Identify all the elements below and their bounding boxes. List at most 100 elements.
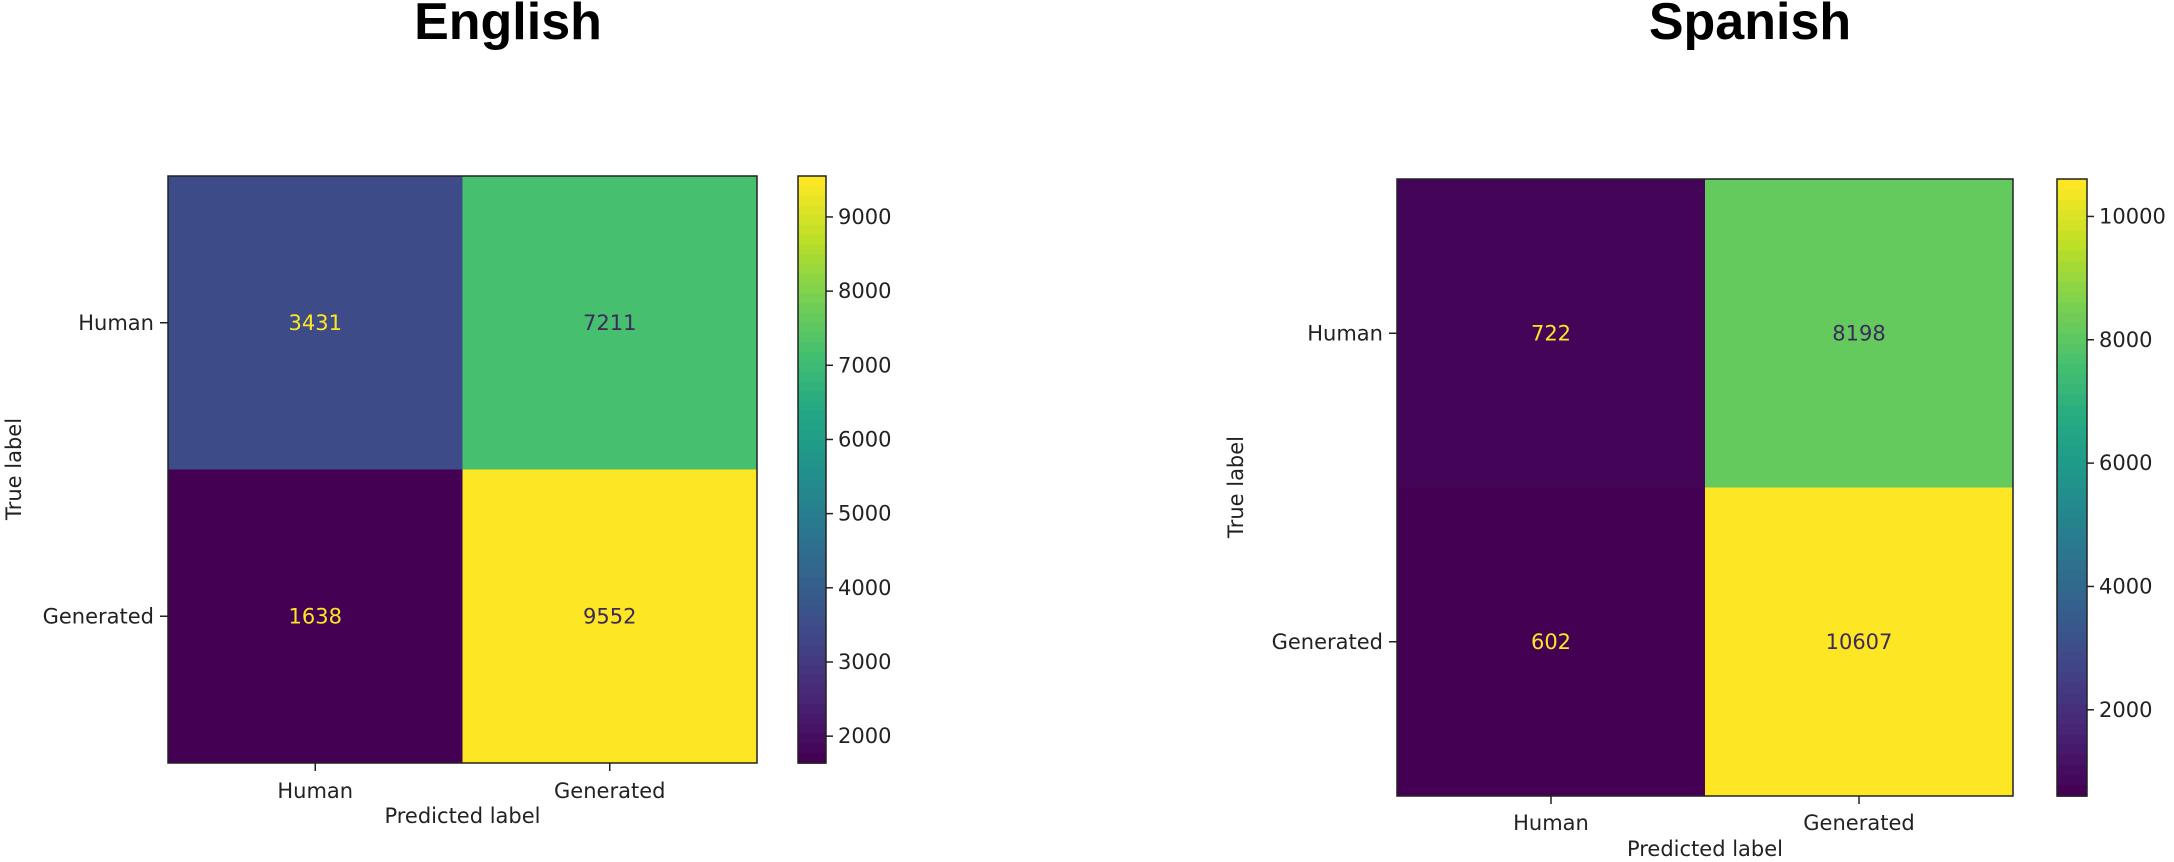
english-cell-label-0-1: 7211 xyxy=(583,311,636,335)
english-colorbar-segment xyxy=(798,303,826,314)
spanish-colorbar-segment xyxy=(2057,734,2087,746)
spanish-yaxis-label: True label xyxy=(1224,436,1248,539)
spanish-colorbar-segment xyxy=(2057,436,2087,448)
english-colorbar-segment xyxy=(798,626,826,637)
english-colorbar-tick-label-1: 3000 xyxy=(838,650,891,674)
spanish-colorbar-segment xyxy=(2057,693,2087,705)
spanish-colorbar-segment xyxy=(2057,580,2087,592)
spanish-colorbar-segment xyxy=(2057,353,2087,365)
english-colorbar-segment xyxy=(798,616,826,627)
english-matrix-frame xyxy=(167,175,758,764)
spanish-colorbar-segment xyxy=(2057,261,2087,273)
spanish-colorbar-segment xyxy=(2057,724,2087,736)
english-colorbar-segment xyxy=(798,528,826,539)
english-colorbar-segment xyxy=(798,753,826,764)
english-yaxis-label: True label xyxy=(2,418,26,521)
spanish-cell-1-0 xyxy=(1397,487,1705,796)
english-xtick-label-1: Generated xyxy=(554,779,665,803)
spanish-colorbar-segment xyxy=(2057,610,2087,622)
spanish-colorbar-segment xyxy=(2057,220,2087,232)
spanish-colorbar-segment xyxy=(2057,394,2087,407)
english-colorbar-segment xyxy=(798,655,826,666)
english-colorbar-segment xyxy=(798,352,826,363)
spanish-colorbar-segment xyxy=(2057,662,2087,674)
english-colorbar-segment xyxy=(798,547,826,559)
spanish-colorbar-segment xyxy=(2057,343,2087,355)
english-colorbar-segment xyxy=(798,469,826,481)
english-colorbar-segment xyxy=(798,714,826,725)
spanish-colorbar-segment xyxy=(2057,271,2087,283)
spanish-ytick-label-0: Human xyxy=(1307,321,1383,345)
spanish-colorbar-segment xyxy=(2057,765,2087,777)
spanish-colorbar-segment xyxy=(2057,415,2087,427)
english-colorbar-segment xyxy=(798,332,826,344)
spanish-cell-0-0 xyxy=(1397,179,1705,488)
spanish-colorbar-segment xyxy=(2057,209,2087,221)
english-colorbar-segment xyxy=(798,410,826,422)
english-colorbar-segment xyxy=(798,283,826,295)
spanish-colorbar-segment xyxy=(2057,600,2087,612)
english-colorbar-segment xyxy=(798,577,826,588)
english-colorbar-segment xyxy=(798,205,826,216)
spanish-colorbar-tick-label-2: 6000 xyxy=(2099,451,2152,475)
english-xaxis-label: Predicted label xyxy=(384,804,540,828)
spanish-colorbar-tick-label-0: 2000 xyxy=(2099,698,2152,722)
english-colorbar-segment xyxy=(798,508,826,520)
english-colorbar-segment xyxy=(798,704,826,715)
english-colorbar-segment xyxy=(798,733,826,745)
english-colorbar-segment xyxy=(798,254,826,265)
spanish-colorbar-frame xyxy=(2056,178,2088,797)
english-colorbar-tick-label-2: 4000 xyxy=(838,576,891,600)
english-cell-0-1 xyxy=(462,176,757,470)
english-colorbar-segment xyxy=(798,743,826,755)
spanish-colorbar-segment xyxy=(2057,590,2087,602)
spanish-colorbar-segment xyxy=(2057,631,2087,643)
english-colorbar-segment xyxy=(798,234,826,246)
spanish-colorbar-segment xyxy=(2057,302,2087,314)
spanish-colorbar-segment xyxy=(2057,322,2087,335)
english-colorbar-segment xyxy=(798,342,826,353)
english-colorbar-segment xyxy=(798,312,826,324)
english-colorbar-segment xyxy=(798,557,826,569)
english-colorbar-tick-label-5: 7000 xyxy=(838,353,891,377)
english-colorbar-segment xyxy=(798,449,826,461)
english-colorbar-segment xyxy=(798,665,826,676)
spanish-cell-label-0-1: 8198 xyxy=(1832,321,1885,345)
spanish-colorbar-segment xyxy=(2057,621,2087,633)
spanish-xaxis-label: Predicted label xyxy=(1627,837,1783,861)
spanish-colorbar-segment xyxy=(2057,384,2087,396)
spanish-colorbar-segment xyxy=(2057,549,2087,561)
spanish-colorbar-segment xyxy=(2057,559,2087,571)
spanish-matrix-frame xyxy=(1396,178,2014,797)
english-colorbar-segment xyxy=(798,176,826,187)
english-cell-1-0 xyxy=(168,469,463,763)
spanish-colorbar-segment xyxy=(2057,199,2087,211)
english-colorbar-segment xyxy=(798,684,826,696)
spanish-colorbar-segment xyxy=(2057,754,2087,766)
english-colorbar-segment xyxy=(798,694,826,706)
spanish-colorbar-tick-label-1: 4000 xyxy=(2099,574,2152,598)
spanish-colorbar-segment xyxy=(2057,456,2087,468)
spanish-cell-1-1 xyxy=(1705,487,2013,796)
spanish-colorbar-segment xyxy=(2057,405,2087,417)
english-colorbar-segment xyxy=(798,420,826,432)
spanish-colorbar-segment xyxy=(2057,281,2087,293)
spanish-colorbar-segment xyxy=(2057,179,2087,191)
english-colorbar-segment xyxy=(798,440,826,451)
spanish-colorbar-segment xyxy=(2057,477,2087,489)
spanish-colorbar-segment xyxy=(2057,240,2087,252)
spanish-colorbar-segment xyxy=(2057,312,2087,324)
spanish-colorbar-segment xyxy=(2057,189,2087,201)
english-colorbar-segment xyxy=(798,459,826,471)
spanish-colorbar-segment xyxy=(2057,292,2087,304)
spanish-colorbar-segment xyxy=(2057,374,2087,386)
chart-title-spanish: Spanish xyxy=(1648,0,1852,51)
english-colorbar-segment xyxy=(798,293,826,304)
english-colorbar-segment xyxy=(798,635,826,647)
english-colorbar-segment xyxy=(798,674,826,686)
english-colorbar-segment xyxy=(798,322,826,334)
english-colorbar-segment xyxy=(798,224,826,236)
english-colorbar-segment xyxy=(798,391,826,402)
english-cell-0-0 xyxy=(168,176,463,470)
english-colorbar-segment xyxy=(798,244,826,256)
